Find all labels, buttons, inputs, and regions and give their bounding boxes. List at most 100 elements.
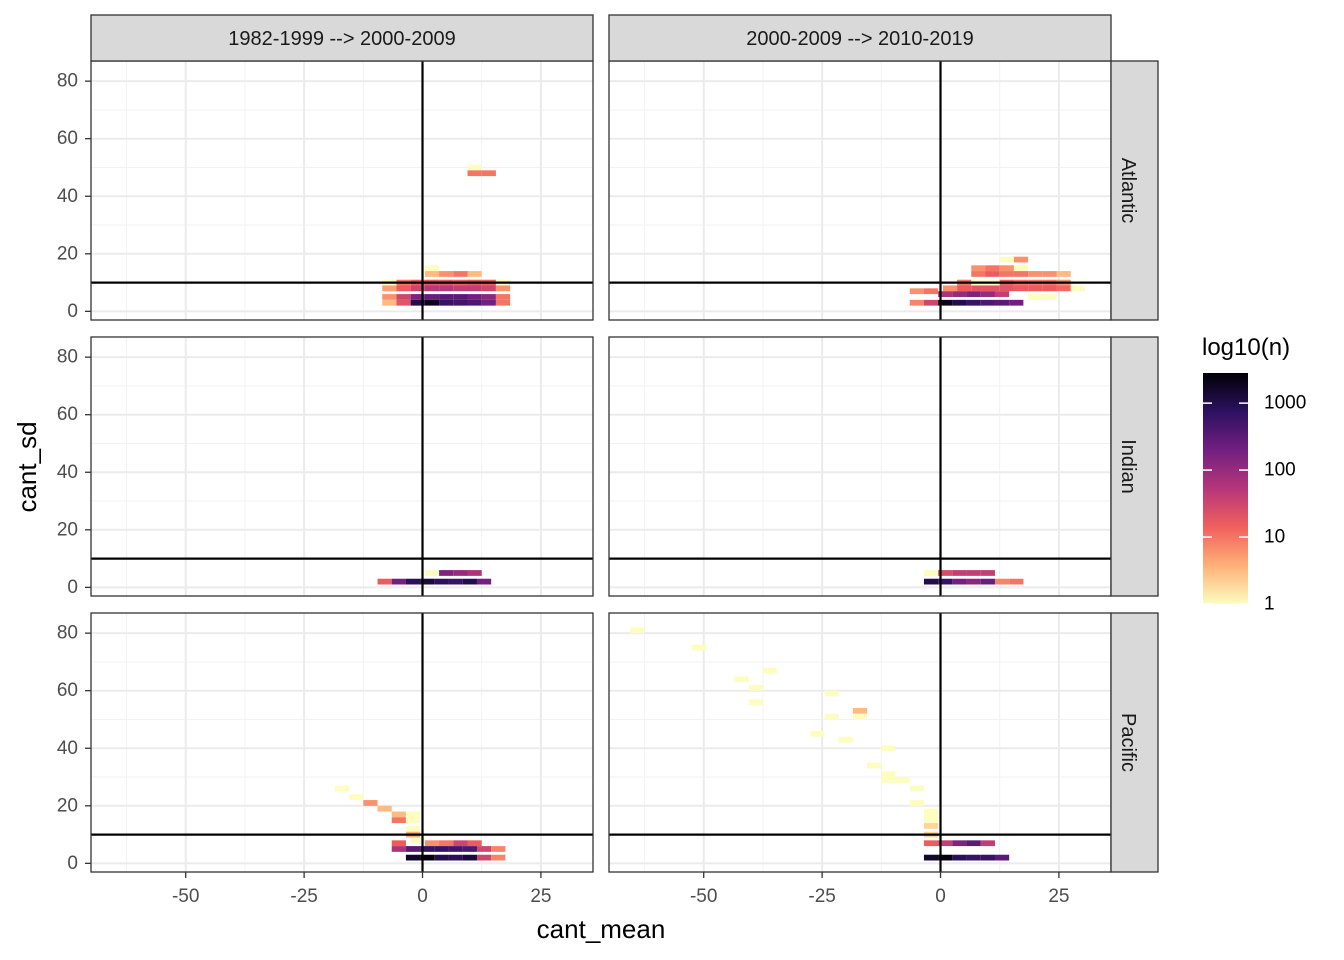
legend-title: log10(n) <box>1202 334 1290 361</box>
heatmap-cell <box>938 570 953 576</box>
heatmap-cell <box>909 785 924 792</box>
heatmap-cell <box>909 800 924 806</box>
heatmap-cell <box>942 285 958 292</box>
panel-border <box>90 336 594 597</box>
legend-colorbar <box>1203 373 1248 604</box>
heatmap-cell <box>1042 271 1057 277</box>
heatmap-cells <box>334 785 506 861</box>
x-tick-label: -50 <box>172 886 199 907</box>
heatmap-cell <box>481 170 496 177</box>
heatmap-cell <box>852 707 868 714</box>
heatmap-cell <box>481 299 496 306</box>
heatmap-cell <box>1009 578 1024 585</box>
heatmap-cell <box>980 854 995 861</box>
y-tick-label: 20 <box>57 243 78 264</box>
heatmap-cell <box>923 288 939 295</box>
heatmap-cell <box>495 285 511 292</box>
heatmap-cell <box>334 785 350 792</box>
heatmap-cell <box>476 846 492 852</box>
heatmap-cell <box>434 578 449 585</box>
heatmap-cell <box>923 578 939 585</box>
heatmap-cell <box>1013 256 1029 263</box>
panel-indian-1 <box>90 336 594 597</box>
heatmap-cell <box>405 578 421 585</box>
heatmap-cell <box>391 578 406 585</box>
heatmap-cell <box>405 817 421 824</box>
y-tick-label: 40 <box>57 186 78 207</box>
row-strip-pacific: Pacific <box>1110 612 1159 873</box>
heatmap-cell <box>424 299 440 306</box>
heatmap-cell <box>938 291 953 297</box>
heatmap-cell <box>1013 285 1029 292</box>
heatmap-cell <box>467 170 482 177</box>
heatmap-cell <box>405 811 421 818</box>
legend-label: 1000 <box>1264 393 1306 414</box>
heatmap-cell <box>467 570 482 576</box>
heatmap-cell <box>349 794 364 801</box>
heatmap-cell <box>453 570 468 576</box>
x-axis: -50 -25 0 25 <box>172 872 551 907</box>
heatmap-cell <box>382 285 397 292</box>
y-axis: 0 20 40 60 80 <box>57 347 91 598</box>
heatmap-cell <box>481 294 496 300</box>
heatmap-cell <box>999 265 1014 272</box>
heatmap-cell <box>476 854 492 861</box>
heatmap-cell <box>966 840 981 847</box>
x-axis: -50 -25 0 25 <box>690 872 1069 907</box>
x-tick-label: -25 <box>808 886 835 907</box>
heatmap-cell <box>377 805 392 812</box>
heatmap-cell <box>467 294 482 300</box>
x-tick-label: -25 <box>290 886 317 907</box>
heatmap-cell <box>881 777 896 783</box>
heatmap-cell <box>923 808 939 815</box>
heatmap-cell <box>467 299 482 306</box>
heatmap-cell <box>420 854 435 861</box>
y-tick-label: 80 <box>57 623 78 644</box>
panel-atlantic-2 <box>608 60 1112 321</box>
heatmap-cell <box>952 840 967 847</box>
heatmap-cell <box>966 291 981 297</box>
heatmap-cell <box>462 846 477 852</box>
heatmap-cell <box>824 713 839 720</box>
heatmap-cell <box>867 762 882 769</box>
y-tick-label: 80 <box>57 347 78 368</box>
heatmap-cell <box>1056 271 1071 277</box>
heatmap-cell <box>952 291 967 297</box>
heatmap-cell <box>691 644 707 651</box>
heatmap-cell <box>980 299 995 306</box>
heatmap-cell <box>923 854 939 861</box>
heatmap-cell <box>980 578 995 585</box>
heatmap-cell <box>1042 285 1057 292</box>
heatmap-cell <box>420 846 435 852</box>
heatmap-cell <box>1042 294 1057 300</box>
x-tick-label: 25 <box>1048 886 1069 907</box>
heatmap-cell <box>410 837 425 844</box>
strip-background <box>90 14 594 62</box>
column-strip-label: 1982-1999 --> 2000-2009 <box>228 28 455 50</box>
heatmap-cell <box>481 285 496 292</box>
y-tick-label: 40 <box>57 462 78 483</box>
y-tick-label: 20 <box>57 519 78 540</box>
heatmap-cell <box>938 854 953 861</box>
heatmap-cell <box>453 299 468 306</box>
heatmap-cell <box>923 817 939 824</box>
heatmap-cell <box>895 777 910 783</box>
y-axis: 0 20 40 60 80 <box>57 623 91 874</box>
heatmap-cell <box>909 299 924 306</box>
heatmap-cell <box>363 800 378 806</box>
x-axis-title: cant_mean <box>537 914 666 944</box>
heatmap-cell <box>391 817 406 824</box>
heatmap-cell <box>434 854 449 861</box>
heatmap-cell <box>952 570 967 576</box>
heatmap-cell <box>405 825 421 832</box>
heatmap-cell <box>1013 271 1029 277</box>
heatmap-cell <box>439 271 454 277</box>
heatmap-cell <box>971 285 986 292</box>
heatmap-cell <box>491 846 506 852</box>
column-strip-1: 1982-1999 --> 2000-2009 <box>90 14 594 62</box>
heatmap-cell <box>971 271 986 277</box>
heatmap-cell <box>762 667 778 674</box>
heatmap-cell <box>424 285 440 292</box>
heatmap-cell <box>391 846 406 852</box>
heatmap-cell <box>396 294 411 300</box>
